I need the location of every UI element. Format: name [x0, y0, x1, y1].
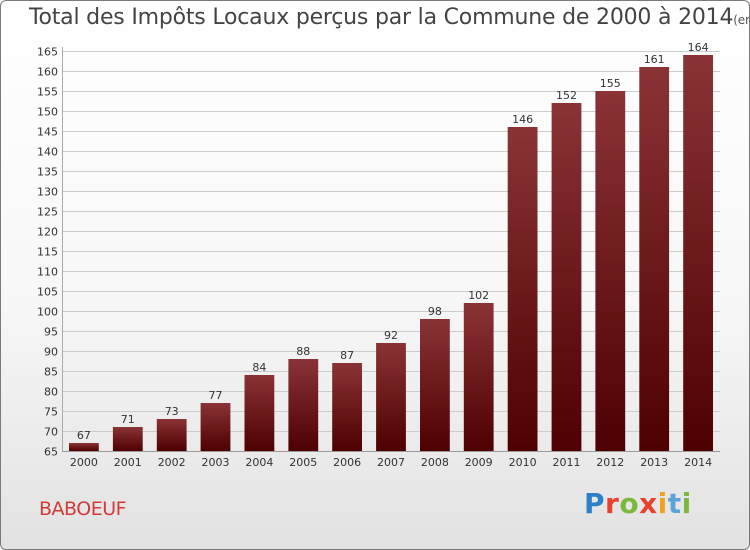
x-tick-label: 2002 [158, 456, 186, 469]
y-tick-label: 125 [37, 206, 58, 219]
bar [463, 303, 494, 451]
y-tick-label: 135 [37, 166, 58, 179]
chart-title: Total des Impôts Locaux perçus par la Co… [29, 5, 749, 30]
logo-letter: x [639, 487, 658, 520]
bar-value-label: 161 [644, 53, 665, 66]
logo-letter: i [657, 487, 668, 520]
y-tick-label: 70 [44, 426, 58, 439]
x-tick-label: 2008 [421, 456, 449, 469]
y-tick-label: 90 [44, 346, 58, 359]
y-tick-label: 110 [37, 266, 58, 279]
bar-value-label: 71 [121, 413, 135, 426]
bar-value-label: 146 [512, 113, 533, 126]
y-tick-label: 155 [37, 86, 58, 99]
x-tick-label: 2014 [684, 456, 712, 469]
x-tick-label: 2010 [509, 456, 537, 469]
logo-letter: o [619, 487, 640, 520]
x-tick-label: 2001 [114, 456, 142, 469]
y-tick-label: 115 [37, 246, 58, 259]
bar-value-label: 77 [209, 389, 223, 402]
y-tick-label: 165 [37, 46, 58, 59]
chart-unit-label: (en milliers d'€) [733, 13, 749, 27]
logo-letter: i [681, 487, 692, 520]
bar [683, 55, 713, 451]
x-tick-label: 2007 [377, 456, 405, 469]
chart-title-text: Total des Impôts Locaux perçus par la Co… [29, 5, 734, 30]
x-tick-label: 2011 [553, 456, 581, 469]
bar [288, 359, 319, 451]
bar-value-label: 87 [340, 349, 354, 362]
y-tick-label: 130 [37, 186, 58, 199]
bar [69, 443, 99, 451]
y-tick-label: 100 [37, 306, 58, 319]
bar-value-label: 73 [165, 405, 179, 418]
commune-name: BABOEUF [39, 498, 127, 520]
proxiti-logo: Proxiti [584, 487, 692, 520]
y-tick-label: 145 [37, 126, 58, 139]
x-tick-label: 2000 [70, 456, 98, 469]
y-tick-label: 140 [37, 146, 58, 159]
x-tick-label: 2005 [289, 456, 317, 469]
bar [507, 127, 538, 451]
y-tick-label: 160 [37, 66, 58, 79]
bar [376, 343, 406, 451]
bar-value-label: 88 [296, 345, 310, 358]
bar-value-label: 155 [600, 77, 621, 90]
bar-value-label: 102 [468, 289, 489, 302]
x-tick-label: 2009 [465, 456, 493, 469]
bar-value-label: 152 [556, 89, 577, 102]
logo-letter: r [605, 487, 620, 520]
x-tick-label: 2012 [596, 456, 624, 469]
x-tick-label: 2013 [640, 456, 668, 469]
logo-letter: t [667, 487, 682, 520]
bar [332, 363, 362, 451]
bar-value-label: 98 [428, 305, 442, 318]
logo-letter: P [584, 487, 606, 520]
bar-value-label: 84 [252, 361, 266, 374]
y-tick-label: 65 [44, 446, 58, 459]
x-tick-label: 2006 [333, 456, 361, 469]
bar-value-label: 92 [384, 329, 398, 342]
y-tick-label: 95 [44, 326, 58, 339]
y-tick-label: 75 [44, 406, 58, 419]
bar [156, 419, 187, 451]
bar [200, 403, 231, 451]
y-tick-label: 120 [37, 226, 58, 239]
bar [244, 375, 275, 451]
x-tick-label: 2004 [245, 456, 273, 469]
bar [595, 91, 626, 451]
bar-value-label: 164 [688, 41, 709, 54]
bar-value-label: 67 [77, 429, 91, 442]
bar [551, 103, 582, 451]
y-tick-label: 80 [44, 386, 58, 399]
y-tick-label: 85 [44, 366, 58, 379]
bar [420, 319, 450, 451]
y-tick-label: 150 [37, 106, 58, 119]
bar [112, 427, 143, 451]
bar [639, 67, 670, 451]
x-tick-label: 2003 [202, 456, 230, 469]
y-tick-label: 105 [37, 286, 58, 299]
